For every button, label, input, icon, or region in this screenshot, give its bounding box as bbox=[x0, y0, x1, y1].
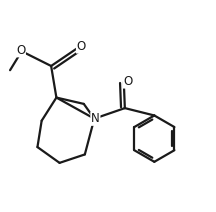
Text: O: O bbox=[77, 40, 86, 53]
Text: N: N bbox=[91, 112, 100, 125]
Text: O: O bbox=[123, 75, 132, 88]
Text: O: O bbox=[16, 44, 25, 57]
